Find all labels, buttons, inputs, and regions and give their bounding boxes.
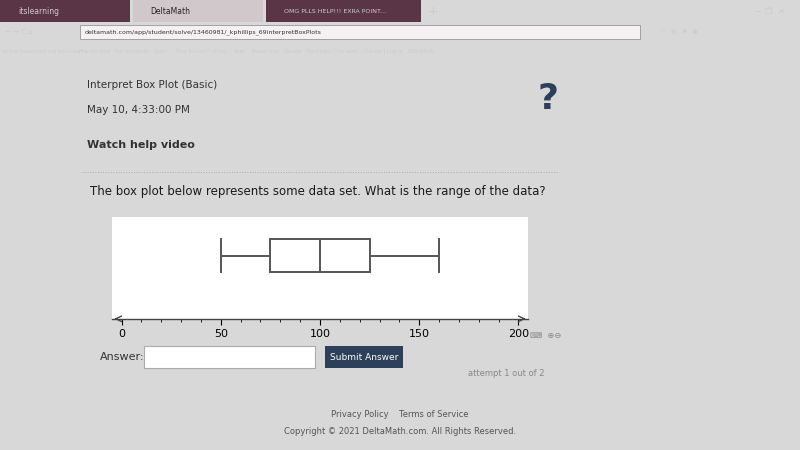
Text: ← → C ⌂: ← → C ⌂ <box>5 29 33 35</box>
Bar <box>80 25 640 39</box>
Text: Watch help video: Watch help video <box>87 140 194 150</box>
Text: itslearning: itslearning <box>18 7 59 16</box>
FancyBboxPatch shape <box>325 346 403 368</box>
Bar <box>266 0 421 22</box>
Text: Google: Google <box>285 49 303 54</box>
Text: +: + <box>428 4 438 18</box>
Text: Answer:: Answer: <box>101 352 145 362</box>
Text: Clever | Log in: Clever | Log in <box>365 49 402 54</box>
Bar <box>133 0 263 22</box>
Text: Copyright © 2021 DeltaMath.com. All Rights Reserved.: Copyright © 2021 DeltaMath.com. All Righ… <box>284 428 516 436</box>
Text: Privacy Policy    Terms of Service: Privacy Policy Terms of Service <box>331 410 469 419</box>
Text: For Students - Quizi...: For Students - Quizi... <box>114 49 171 54</box>
Text: Play Kahoot! - Ente...: Play Kahoot! - Ente... <box>175 49 230 54</box>
Text: Duolingo - The worl...: Duolingo - The worl... <box>306 49 362 54</box>
Text: chat: chat <box>234 49 246 54</box>
Text: deltamath.com/app/student/solve/13460981/_kphillips_69interpretBoxPlots: deltamath.com/app/student/solve/13460981… <box>85 29 322 35</box>
Text: May 10, 4:33:00 PM: May 10, 4:33:00 PM <box>87 105 190 115</box>
Text: The box plot below represents some data set. What is the range of the data?: The box plot below represents some data … <box>90 185 546 198</box>
FancyBboxPatch shape <box>144 346 315 368</box>
Text: ☆  ⚙  ⚑  ✱  ⋮: ☆ ⚙ ⚑ ✱ ⋮ <box>660 29 710 36</box>
Bar <box>270 239 370 272</box>
Text: attempt 1 out of 2: attempt 1 out of 2 <box>468 369 545 378</box>
Text: ?: ? <box>538 82 558 116</box>
Bar <box>0 0 130 22</box>
Text: online.houstonid.org bookmarks: online.houstonid.org bookmarks <box>2 49 87 54</box>
Text: ─  ❐  ✕: ─ ❐ ✕ <box>755 7 785 16</box>
Text: DeltaMath: DeltaMath <box>407 49 435 54</box>
Text: Submit Answer: Submit Answer <box>330 353 398 362</box>
Text: Interpret Box Plot (Basic): Interpret Box Plot (Basic) <box>87 80 217 90</box>
Text: itslearning: itslearning <box>251 49 279 54</box>
Text: ⌨  ⊕⊖: ⌨ ⊕⊖ <box>530 331 562 340</box>
Text: DeltaMath: DeltaMath <box>150 7 190 16</box>
Text: Private chat: Private chat <box>79 49 110 54</box>
Text: OMG PLLS HELP!!! EXRA POINT...: OMG PLLS HELP!!! EXRA POINT... <box>284 9 386 13</box>
